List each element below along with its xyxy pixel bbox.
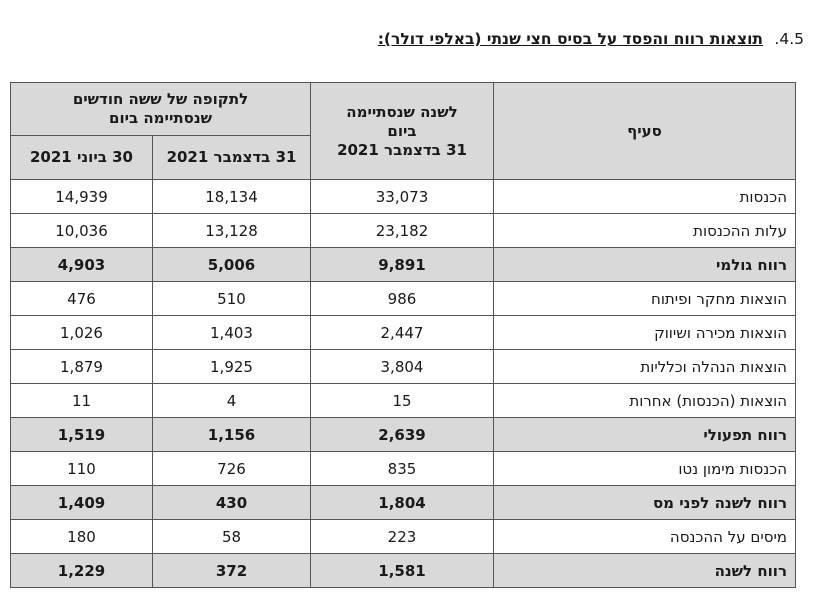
table-row: הוצאות הנהלה וכלליות 3,804 1,925 1,879 [10, 349, 796, 384]
value-year-2021: 15 [310, 383, 494, 418]
value-jun-2021: 1,409 [10, 485, 153, 520]
value-dec-2021: 1,156 [152, 417, 311, 452]
value-dec-2021: 5,006 [152, 247, 311, 282]
value-dec-2021: 1,403 [152, 315, 311, 350]
value-year-2021: 223 [310, 519, 494, 554]
row-label: רווח לשנה לפני מס [493, 485, 796, 520]
value-jun-2021: 180 [10, 519, 153, 554]
value-year-2021: 986 [310, 281, 494, 316]
value-year-2021: 23,182 [310, 213, 494, 248]
table-row: רווח גולמי 9,891 5,006 4,903 [10, 247, 796, 282]
section-title-text: תוצאות רווח והפסד על בסיס חצי שנתי (באלפ… [377, 30, 763, 48]
row-label: מיסים על ההכנסה [493, 519, 796, 554]
section-title: 4.5. תוצאות רווח והפסד על בסיס חצי שנתי … [378, 30, 804, 48]
header-year-ended: לשנה שנסתיימה ביום 31 בדצמבר 2021 [310, 82, 494, 180]
value-year-2021: 1,581 [310, 553, 494, 588]
header-dec-2021: 31 בדצמבר 2021 [152, 135, 311, 180]
value-dec-2021: 4 [152, 383, 311, 418]
table-row: הוצאות מחקר ופיתוח 986 510 476 [10, 281, 796, 316]
table-row: מיסים על ההכנסה 223 58 180 [10, 519, 796, 554]
profit-loss-table: סעיף לשנה שנסתיימה ביום 31 בדצמבר 2021 ל… [10, 82, 796, 588]
row-label: הכנסות [493, 179, 796, 214]
row-label: עלות ההכנסות [493, 213, 796, 248]
value-year-2021: 835 [310, 451, 494, 486]
value-year-2021: 3,804 [310, 349, 494, 384]
row-label: רווח גולמי [493, 247, 796, 282]
header-period-line: שנסתיימה ביום [109, 109, 212, 127]
header-six-month-period: לתקופה של ששה חודשים שנסתיימה ביום [10, 82, 311, 136]
table-row: עלות ההכנסות 23,182 13,128 10,036 [10, 213, 796, 248]
table-row: הוצאות מכירה ושיווק 2,447 1,403 1,026 [10, 315, 796, 350]
table-row: הכנסות מימון נטו 835 726 110 [10, 451, 796, 486]
row-label: הוצאות מכירה ושיווק [493, 315, 796, 350]
value-year-2021: 2,639 [310, 417, 494, 452]
value-dec-2021: 726 [152, 451, 311, 486]
value-dec-2021: 1,925 [152, 349, 311, 384]
header-period-line: לתקופה של ששה חודשים [72, 90, 249, 108]
header-jun-2021: 30 ביוני 2021 [10, 135, 153, 180]
value-year-2021: 33,073 [310, 179, 494, 214]
row-label: הכנסות מימון נטו [493, 451, 796, 486]
value-jun-2021: 11 [10, 383, 153, 418]
value-jun-2021: 1,519 [10, 417, 153, 452]
row-label: רווח תפעולי [493, 417, 796, 452]
table-row: רווח לשנה 1,581 372 1,229 [10, 553, 796, 588]
value-year-2021: 2,447 [310, 315, 494, 350]
table-row: הוצאות (הכנסות) אחרות 15 4 11 [10, 383, 796, 418]
row-label: רווח לשנה [493, 553, 796, 588]
header-year-line: לשנה שנסתיימה [346, 102, 458, 121]
header-year-line: ביום [387, 121, 417, 140]
table-row: הכנסות 33,073 18,134 14,939 [10, 179, 796, 214]
value-jun-2021: 110 [10, 451, 153, 486]
value-jun-2021: 4,903 [10, 247, 153, 282]
table-row: רווח תפעולי 2,639 1,156 1,519 [10, 417, 796, 452]
value-dec-2021: 13,128 [152, 213, 311, 248]
value-year-2021: 1,804 [310, 485, 494, 520]
value-dec-2021: 18,134 [152, 179, 311, 214]
value-dec-2021: 510 [152, 281, 311, 316]
value-dec-2021: 58 [152, 519, 311, 554]
value-jun-2021: 476 [10, 281, 153, 316]
row-label: הוצאות הנהלה וכלליות [493, 349, 796, 384]
header-year-line: 31 בדצמבר 2021 [337, 140, 467, 159]
value-jun-2021: 1,879 [10, 349, 153, 384]
value-jun-2021: 10,036 [10, 213, 153, 248]
value-dec-2021: 372 [152, 553, 311, 588]
row-label: הוצאות (הכנסות) אחרות [493, 383, 796, 418]
value-year-2021: 9,891 [310, 247, 494, 282]
value-jun-2021: 14,939 [10, 179, 153, 214]
row-label: הוצאות מחקר ופיתוח [493, 281, 796, 316]
value-jun-2021: 1,026 [10, 315, 153, 350]
header-item: סעיף [493, 82, 796, 180]
value-dec-2021: 430 [152, 485, 311, 520]
value-jun-2021: 1,229 [10, 553, 153, 588]
section-number: 4.5. [774, 30, 804, 48]
table-row: רווח לשנה לפני מס 1,804 430 1,409 [10, 485, 796, 520]
